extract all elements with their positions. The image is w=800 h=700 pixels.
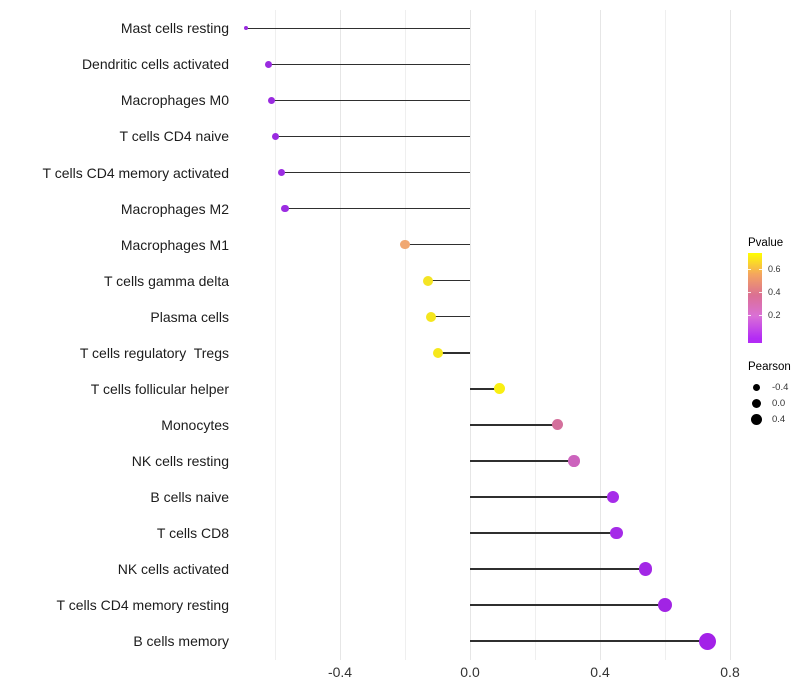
pearson-key-label: 0.0 <box>772 397 786 409</box>
y-axis-label: Dendritic cells activated <box>81 56 229 73</box>
lollipop-stem <box>470 460 574 462</box>
y-axis-label: T cells CD8 <box>156 525 229 541</box>
x-axis-tick-label: -0.4 <box>327 664 353 680</box>
lollipop-stem <box>284 207 470 210</box>
lollipop-stem <box>470 568 646 570</box>
panel-gridline <box>599 10 601 660</box>
lollipop-dot <box>432 347 443 358</box>
lollipop-stem <box>470 424 558 426</box>
pvalue-tick-label: 0.4 <box>768 287 781 297</box>
lollipop-dot <box>422 275 433 286</box>
y-axis-label: T cells gamma delta <box>103 272 229 289</box>
lollipop-stem <box>437 352 470 354</box>
pearson-key-dot <box>751 398 761 408</box>
lollipop-dot <box>277 168 286 177</box>
y-axis-label: Mast cells resting <box>120 20 229 37</box>
x-axis-tick-label: 0.0 <box>460 664 480 680</box>
pvalue-tick-mark <box>748 269 751 270</box>
lollipop-dot <box>657 597 673 613</box>
x-axis-tick-label: 0.8 <box>720 664 740 680</box>
lollipop-dot <box>638 562 653 576</box>
y-axis-label: Macrophages M0 <box>120 92 229 109</box>
lollipop-dot <box>698 632 716 650</box>
lollipop-stem <box>271 99 470 102</box>
y-axis-label: B cells memory <box>133 633 229 650</box>
pvalue-colorbar <box>748 253 762 343</box>
x-axis-tick-label: 0.4 <box>590 664 610 680</box>
lollipop-dot <box>426 311 436 322</box>
y-axis-label: T cells CD4 naive <box>119 128 229 145</box>
pvalue-tick-mark <box>748 292 751 293</box>
panel-gridline <box>729 10 731 660</box>
pvalue-tick-mark <box>759 292 762 293</box>
y-axis-label: T cells regulatory Tregs <box>79 344 229 361</box>
lollipop-stem <box>470 604 665 606</box>
y-axis-label: Monocytes <box>161 416 229 433</box>
panel-gridline <box>339 10 341 660</box>
y-axis-label: NK cells resting <box>131 452 229 469</box>
pearson-key-label: -0.4 <box>772 381 789 393</box>
pvalue-tick-mark <box>759 315 762 316</box>
y-axis-label: NK cells activated <box>117 561 229 578</box>
y-axis-label: Plasma cells <box>150 308 229 325</box>
pearson-key-dot <box>752 383 760 391</box>
panel-gridline <box>664 10 666 660</box>
pvalue-legend-title: Pvalue <box>748 237 784 249</box>
pearson-key-dot <box>750 413 762 425</box>
lollipop-stem <box>281 171 470 174</box>
pvalue-tick-label: 0.2 <box>768 310 781 320</box>
lollipop-dot <box>243 26 248 31</box>
lollipop-dot <box>271 132 279 140</box>
lollipop-dot <box>552 419 564 431</box>
lollipop-stem <box>431 315 470 318</box>
pvalue-tick-label: 0.6 <box>768 264 781 274</box>
lollipop-dot <box>568 455 580 467</box>
pvalue-tick-mark <box>748 315 751 316</box>
lollipop-stem <box>470 496 613 498</box>
lollipop-stem <box>470 388 500 390</box>
panel-gridline <box>469 10 471 660</box>
lollipop-dot <box>493 383 505 395</box>
pvalue-tick-mark <box>759 269 762 270</box>
lollipop-stem <box>470 640 708 642</box>
panel-gridline <box>274 10 276 660</box>
y-axis-label: T cells follicular helper <box>90 380 229 397</box>
y-axis-label: Macrophages M1 <box>120 236 229 253</box>
y-axis-label: B cells naive <box>150 488 229 505</box>
y-axis-label: T cells CD4 memory activated <box>42 164 229 181</box>
lollipop-dot <box>400 239 410 250</box>
lollipop-stem <box>245 27 470 30</box>
pearson-legend-title: Pearson <box>748 361 791 373</box>
lollipop-dot <box>281 204 289 213</box>
lollipop-stem <box>268 63 470 66</box>
lollipop-stem <box>470 532 617 534</box>
y-axis-label: Macrophages M2 <box>120 200 229 217</box>
lollipop-dot <box>265 60 272 68</box>
lollipop-dot <box>268 96 276 104</box>
lollipop-stem <box>427 279 470 282</box>
panel-gridline <box>404 10 406 660</box>
lollipop-dot <box>610 526 623 540</box>
y-axis-label: T cells CD4 memory resting <box>56 597 229 614</box>
lollipop-dot <box>606 490 620 504</box>
lollipop-stem <box>275 135 470 138</box>
pearson-key-label: 0.4 <box>772 413 786 425</box>
lollipop-stem <box>405 243 470 246</box>
panel-gridline <box>534 10 536 660</box>
